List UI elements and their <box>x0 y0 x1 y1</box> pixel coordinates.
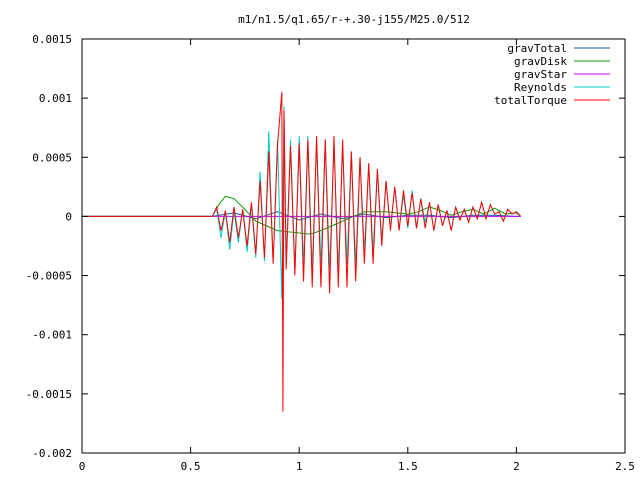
y-tick-label: 0 <box>65 210 72 223</box>
series-layer <box>82 92 522 412</box>
legend: gravTotalgravDiskgravStarReynoldstotalTo… <box>494 42 610 107</box>
y-tick-label: 0.001 <box>39 92 72 105</box>
legend-label-gravStar: gravStar <box>514 68 567 81</box>
legend-label-totalTorque: totalTorque <box>494 94 567 107</box>
y-tick-label: -0.0005 <box>26 270 72 283</box>
x-tick-label: 1 <box>296 460 303 473</box>
x-tick-label: 1.5 <box>398 460 418 473</box>
series-line-totalTorque <box>82 92 522 412</box>
series-line-gravDisk <box>82 195 522 235</box>
y-tick-label: 0.0015 <box>32 33 72 46</box>
y-tick-label: -0.001 <box>32 329 72 342</box>
plot-frame <box>81 38 626 454</box>
chart-title: m1/n1.5/q1.65/r-+.30-j155/M25.0/512 <box>238 13 470 26</box>
y-tick-label: -0.0015 <box>26 388 72 401</box>
x-tick-label: 2.5 <box>615 460 635 473</box>
legend-label-gravDisk: gravDisk <box>514 55 567 68</box>
x-tick-label: 0 <box>79 460 86 473</box>
y-axis: -0.002 -0.0015 -0.001 -0.0005 0 0.0005 0.001 0.… <box>26 33 625 460</box>
y-tick-label: 0.0005 <box>32 151 72 164</box>
legend-label-gravTotal: gravTotal <box>507 42 567 55</box>
x-tick-label: 2 <box>513 460 520 473</box>
legend-label-Reynolds: Reynolds <box>514 81 567 94</box>
x-axis: 0 0.5 1 1.5 2 2.5 <box>79 39 635 473</box>
y-tick-label: -0.002 <box>32 447 72 460</box>
x-tick-label: 0.5 <box>181 460 201 473</box>
